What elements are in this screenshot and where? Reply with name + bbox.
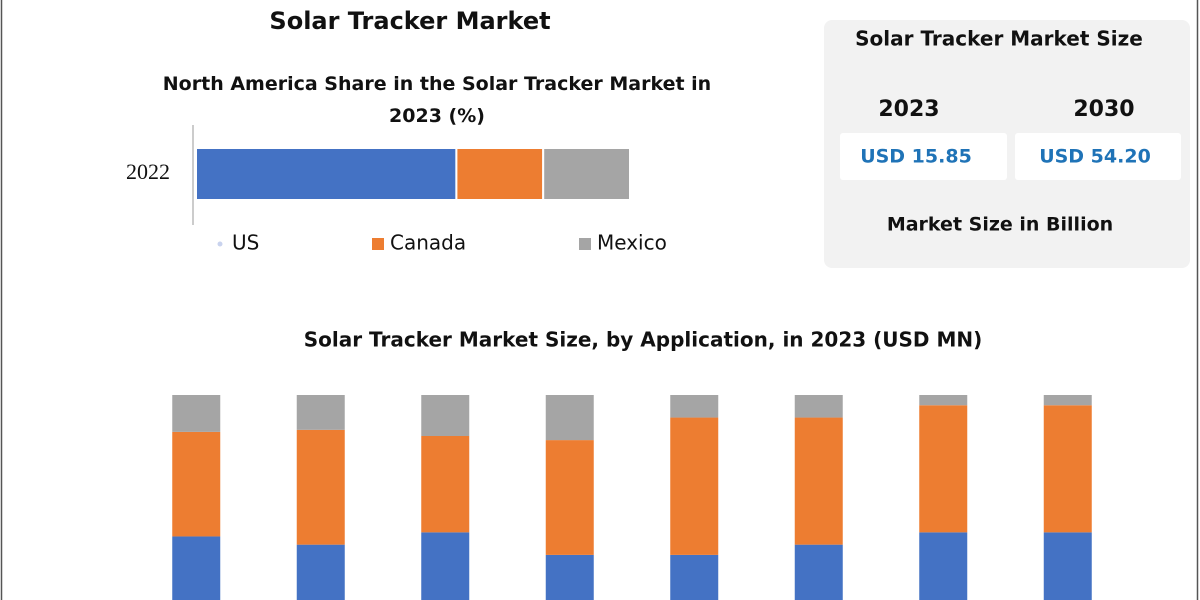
bar-segment (172, 536, 221, 600)
bar-segment (455, 147, 545, 201)
panel-title: Solar Tracker Market Size (855, 27, 1143, 51)
legend-swatch (372, 238, 384, 250)
panel-year: 2023 (878, 97, 939, 122)
legend-label: Canada (390, 231, 466, 255)
legend-label: US (232, 231, 259, 255)
bar-segment (794, 417, 843, 545)
bar-segment (919, 405, 968, 533)
bar-segment (172, 395, 221, 432)
bar-segment (421, 395, 470, 436)
bar-segment (545, 395, 594, 441)
bar-segment (545, 440, 594, 555)
bar-segment (919, 395, 968, 406)
value-box (840, 133, 1007, 180)
bar-segment (172, 431, 221, 537)
bar-segment (296, 429, 345, 545)
bar-segment (421, 532, 470, 600)
value-box (1015, 133, 1181, 180)
bar-segment (296, 544, 345, 600)
bar-segment (195, 147, 458, 201)
legend-label: Mexico (597, 231, 667, 255)
legend-swatch (217, 241, 223, 247)
bar-segment (545, 554, 594, 600)
chart-title: Solar Tracker Market Size, by Applicatio… (304, 328, 983, 352)
y-tick-label: 2022 (126, 159, 170, 184)
bar-segment (670, 417, 719, 555)
legend-swatch (579, 238, 591, 250)
bar-segment (1043, 395, 1092, 406)
bar-segment (542, 147, 632, 201)
chart-title: North America Share in the Solar Tracker… (162, 73, 712, 127)
bar-segment (794, 395, 843, 418)
bar-segment (296, 395, 345, 430)
bar-segment (670, 554, 719, 600)
bar-segment (421, 436, 470, 533)
panel-value: USD 54.20 (1039, 146, 1151, 168)
page-title: Solar Tracker Market (269, 7, 550, 35)
bar-segment (1043, 532, 1092, 600)
panel-year: 2030 (1073, 97, 1134, 122)
bar-segment (794, 544, 843, 600)
bar-segment (1043, 405, 1092, 533)
bar-segment (670, 395, 719, 418)
panel-value: USD 15.85 (860, 146, 972, 168)
panel-note: Market Size in Billion (887, 214, 1113, 236)
bar-segment (919, 532, 968, 600)
